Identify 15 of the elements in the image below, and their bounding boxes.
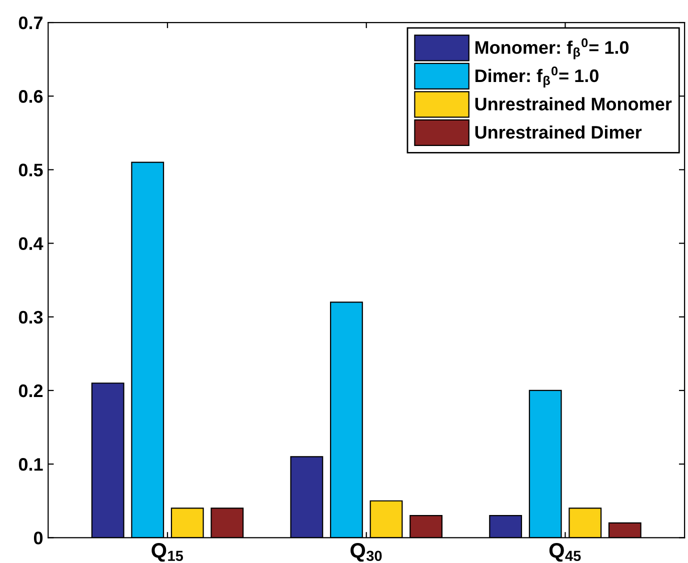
x-tick-label: Q$_{45}$: [549, 543, 581, 562]
y-tick-label: 0.3: [18, 310, 43, 324]
x-tick-label: Q$_{30}$: [350, 543, 382, 562]
legend-label: Unrestrained Monomer: [475, 97, 672, 110]
x-tick-label: Q$_{15}$: [152, 543, 184, 562]
y-tick-label: 0.7: [18, 16, 43, 30]
y-tick-label: 0.4: [18, 237, 44, 250]
y-tick-label: 0.1: [18, 458, 43, 471]
y-tick-label: 0: [34, 532, 43, 544]
y-tick-label: 0.6: [18, 90, 43, 103]
y-tick-label: 0.2: [18, 384, 43, 398]
legend-label: Monomer: f$_{β}$$^{0}$= 1.0: [475, 38, 629, 60]
legend-label: Unrestrained Dimer: [475, 125, 642, 139]
y-tick-label: 0.5: [18, 164, 43, 176]
legend-label: Dimer: f$_{β}$$^{0}$= 1.0: [475, 66, 598, 88]
